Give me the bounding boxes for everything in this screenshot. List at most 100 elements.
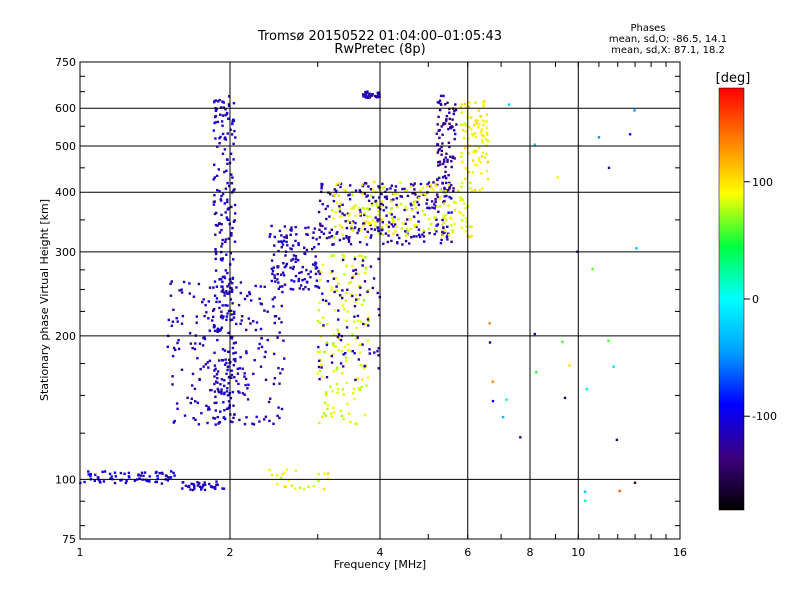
echo-point	[93, 479, 96, 482]
echo-point	[315, 279, 319, 282]
echo-point	[356, 319, 359, 322]
echo-point	[364, 266, 367, 269]
echo-point	[215, 211, 218, 215]
echo-point	[254, 328, 258, 332]
echo-point	[220, 228, 223, 232]
echo-point	[357, 272, 360, 276]
echo-point	[215, 373, 219, 376]
echo-point	[441, 218, 444, 222]
echo-point	[232, 364, 235, 367]
echo-point	[351, 276, 354, 279]
echo-point	[254, 284, 257, 288]
echo-point	[409, 227, 413, 231]
echo-point	[212, 178, 215, 181]
echo-point	[395, 197, 398, 200]
echo-point	[353, 320, 356, 323]
echo-point	[205, 404, 208, 407]
echo-point	[345, 319, 348, 322]
echo-point	[319, 358, 322, 362]
echo-point	[360, 303, 364, 306]
echo-point	[233, 376, 236, 379]
echo-point	[223, 363, 227, 366]
echo-point	[216, 330, 219, 333]
echo-point	[404, 239, 408, 243]
chart-title: Tromsø 20150522 01:04:00–01:05:43	[257, 29, 502, 44]
echo-point	[358, 293, 362, 297]
y-axis-label: Stationary phase Virtual Height [km]	[38, 199, 51, 401]
echo-point	[253, 359, 256, 362]
echo-point	[239, 281, 243, 284]
echo-point	[485, 113, 489, 116]
echo-point	[305, 281, 309, 284]
echo-point	[171, 354, 175, 358]
echo-point	[371, 204, 374, 207]
echo-point	[454, 201, 457, 205]
echo-point	[414, 193, 417, 196]
echo-point	[316, 372, 319, 375]
echo-point	[317, 345, 320, 349]
echo-point	[319, 271, 323, 274]
echo-point	[391, 221, 395, 224]
echo-point	[230, 369, 233, 372]
echo-point	[394, 230, 397, 233]
echo-point	[471, 190, 474, 193]
echo-point	[435, 205, 439, 208]
echo-point	[356, 314, 360, 318]
echo-point	[368, 96, 372, 99]
echo-point	[220, 120, 224, 123]
echo-point	[227, 406, 231, 409]
echo-point	[415, 225, 418, 229]
echo-point	[227, 400, 231, 403]
echo-point	[426, 185, 429, 188]
echo-point	[381, 221, 384, 224]
echo-point	[125, 479, 128, 483]
echo-point	[452, 187, 455, 190]
echo-point	[202, 365, 205, 368]
echo-point	[454, 103, 457, 106]
echo-point	[390, 207, 393, 210]
echo-point	[383, 195, 387, 199]
echo-point	[294, 255, 298, 258]
echo-point	[607, 166, 611, 170]
colorbar	[718, 87, 745, 511]
echo-point	[446, 158, 449, 162]
echo-point	[314, 255, 317, 258]
echo-point	[451, 229, 454, 232]
echo-point	[220, 245, 223, 248]
echo-point	[315, 238, 318, 241]
echo-point	[178, 289, 181, 292]
echo-point	[473, 132, 477, 135]
echo-point	[324, 207, 327, 211]
echo-point	[435, 218, 438, 221]
echo-point	[343, 308, 346, 311]
echo-point	[330, 228, 333, 231]
echo-point	[432, 181, 435, 184]
echo-point	[222, 401, 225, 404]
echo-point	[332, 217, 335, 220]
echo-point	[333, 194, 336, 197]
echo-point	[445, 176, 448, 180]
echo-point	[444, 191, 447, 195]
echo-point	[322, 412, 326, 415]
echo-point	[354, 422, 357, 425]
legend-line-o: mean, sd,O: -86.5, 14.1	[609, 34, 727, 45]
echo-point	[443, 231, 446, 235]
echo-point	[214, 269, 218, 272]
echo-point	[633, 109, 636, 112]
echo-point	[272, 266, 275, 269]
echo-point	[221, 238, 224, 242]
echo-point	[442, 94, 445, 98]
echo-point	[329, 193, 332, 196]
echo-point	[232, 352, 235, 355]
echo-point	[373, 94, 377, 98]
echo-point	[597, 136, 601, 139]
echo-point	[284, 264, 288, 268]
echo-point	[154, 471, 158, 475]
echo-point	[188, 332, 192, 335]
echo-point	[359, 214, 362, 217]
echo-point	[446, 238, 449, 241]
echo-point	[470, 116, 473, 119]
echo-point	[287, 479, 290, 482]
echo-point	[268, 235, 271, 238]
echo-point	[332, 277, 336, 280]
